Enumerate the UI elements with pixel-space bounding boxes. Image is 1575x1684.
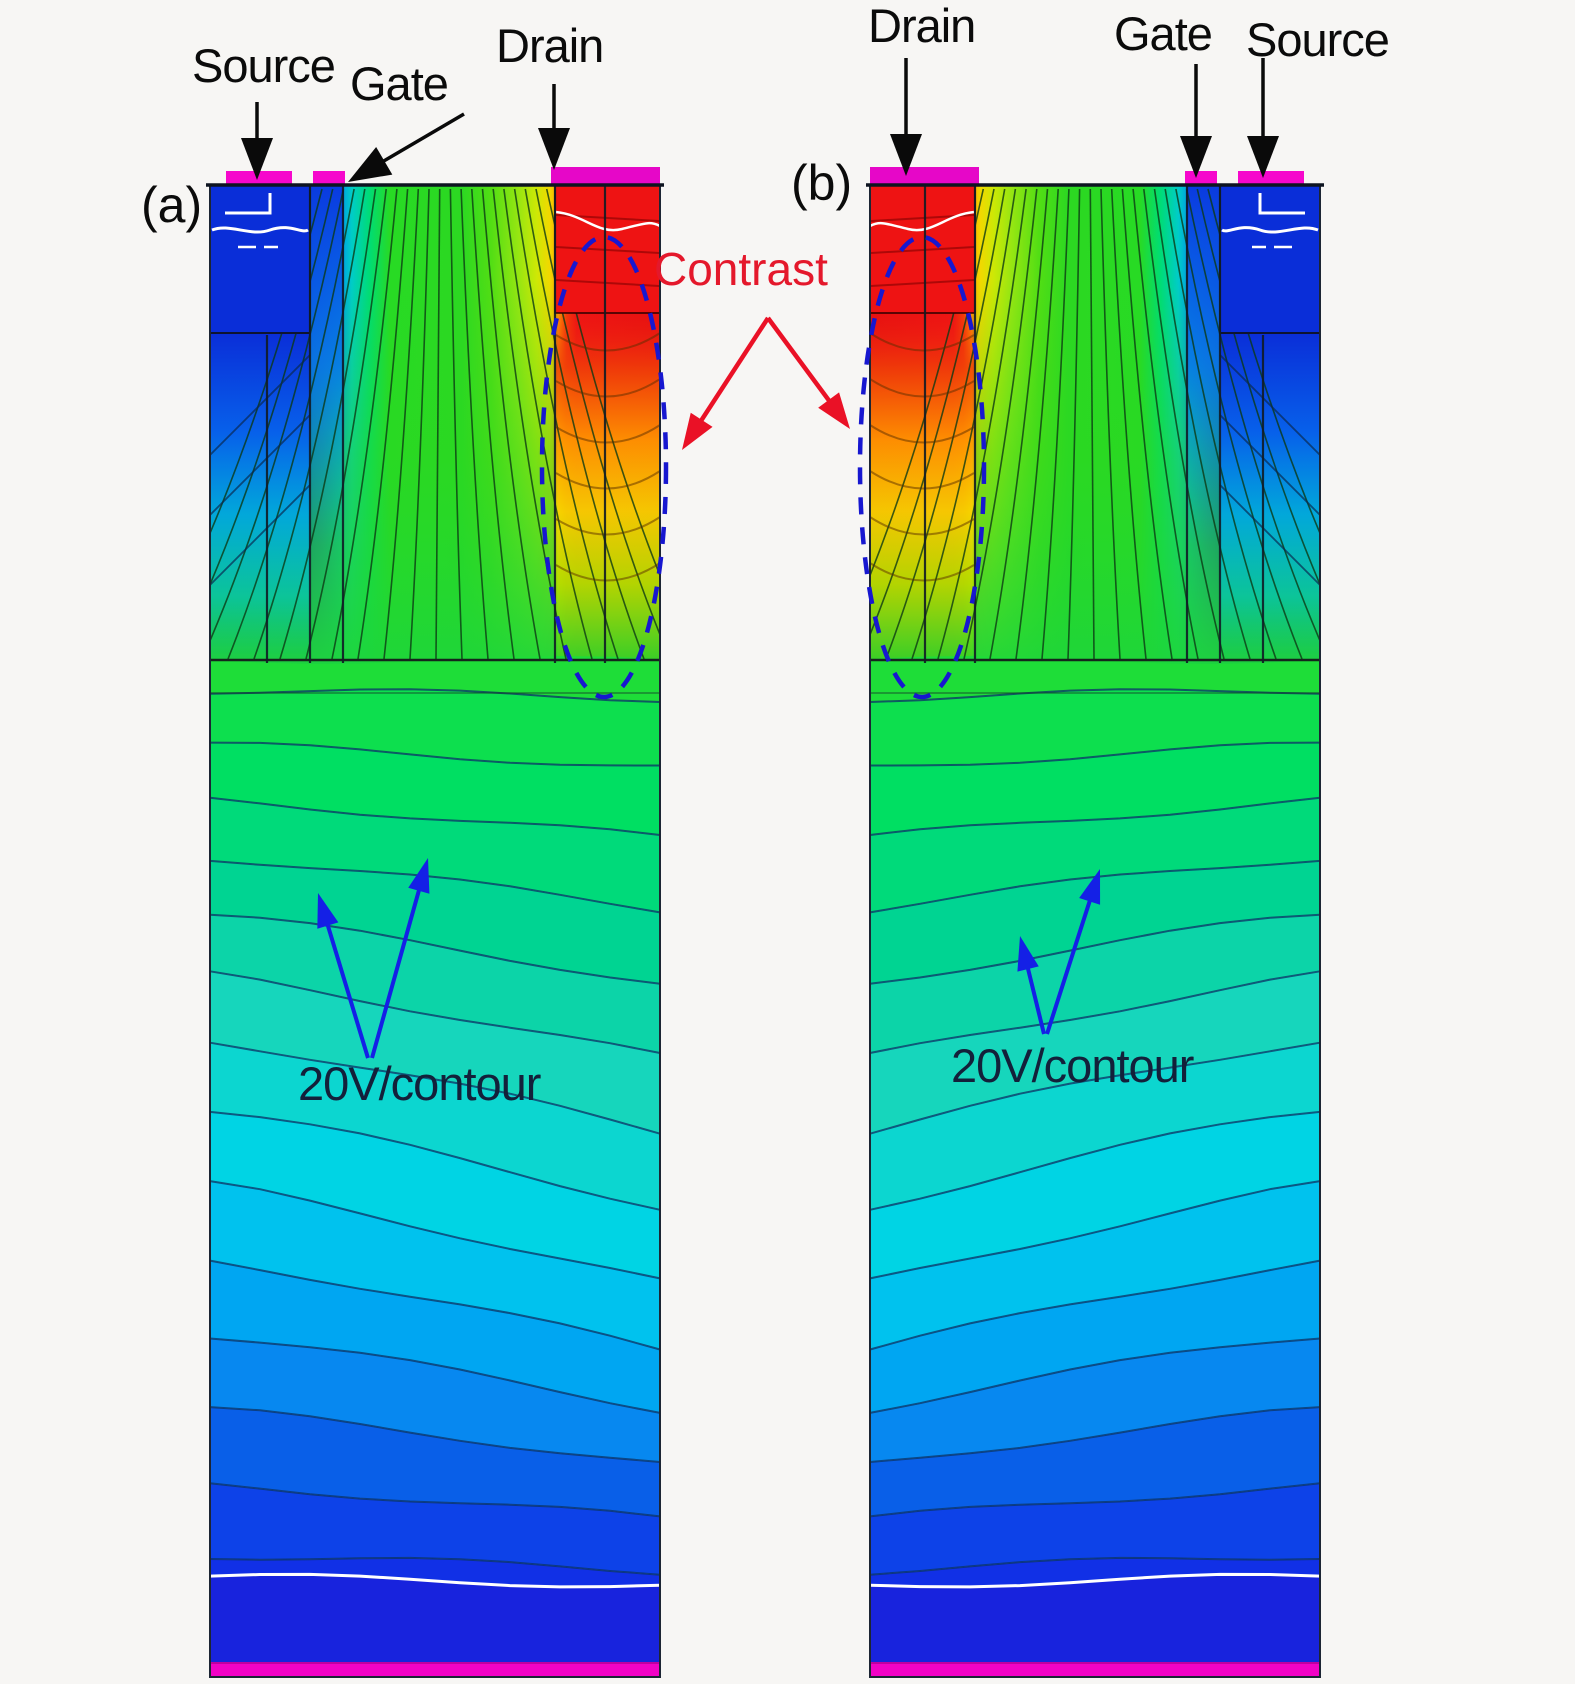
contour-arrow-a1 (317, 893, 370, 1059)
contour-arrow-b2 (1045, 869, 1101, 1035)
drain-arrow-b (890, 58, 922, 176)
gate-label-a: Gate (350, 57, 449, 110)
gate-arrow-b (1180, 64, 1212, 178)
source-arrow-b (1247, 58, 1279, 178)
contour-spacing-note-a: 20V/contour (298, 1057, 541, 1110)
source-arrow-a (241, 102, 273, 180)
contrast-ellipse-b (857, 234, 987, 700)
contour-spacing-note-b: 20V/contour (951, 1039, 1194, 1092)
gate-label-b: Gate (1114, 7, 1213, 60)
source-label-b: Source (1246, 13, 1390, 66)
drain-arrow-a (538, 84, 570, 170)
drain-label-a: Drain (496, 19, 604, 72)
panel-letter-b: (b) (791, 155, 853, 211)
panel-letter-a: (a) (141, 177, 203, 233)
source-label-a: Source (192, 39, 336, 92)
contrast-arrow-left (682, 316, 770, 450)
drain-label-b: Drain (868, 0, 976, 52)
panel-b-contour-plot (866, 167, 1324, 1678)
contour-arrow-b1 (1017, 936, 1046, 1035)
contrast-arrow-right (766, 316, 850, 429)
panel-a-contour-plot (206, 167, 664, 1678)
gate-arrow-a (348, 112, 465, 182)
contour-arrow-a2 (370, 858, 430, 1059)
contrast-annotation: Contrast (654, 243, 828, 295)
contrast-ellipse-a (539, 234, 669, 700)
